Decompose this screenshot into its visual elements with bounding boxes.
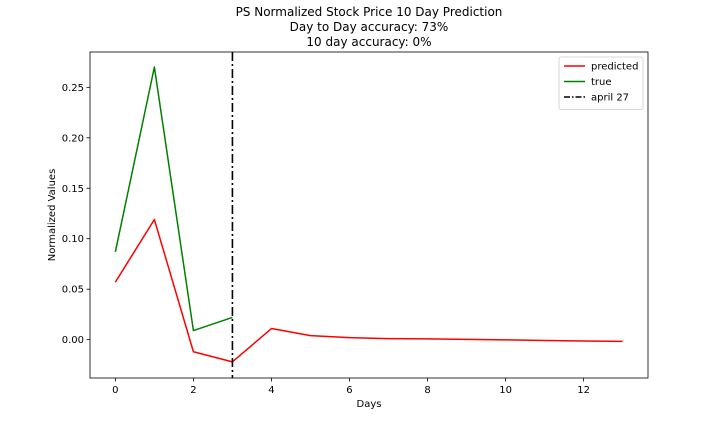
- x-tick-label: 8: [424, 385, 430, 396]
- legend-label-april-27: april 27: [591, 93, 629, 104]
- legend-label-predicted: predicted: [591, 62, 638, 73]
- y-tick-label: 0.20: [62, 133, 84, 144]
- legend: predicted true april 27: [558, 56, 644, 110]
- x-tick-label: 12: [577, 385, 590, 396]
- y-tick-label: 0.15: [62, 184, 84, 195]
- x-tick-label: 2: [190, 385, 196, 396]
- legend-label-true: true: [591, 77, 612, 88]
- y-tick-label: 0.05: [62, 285, 84, 296]
- chart-title-line-1: PS Normalized Stock Price 10 Day Predict…: [236, 5, 503, 19]
- series-line-true: [114, 66, 233, 332]
- plot-frame: [89, 51, 649, 379]
- chart-title-line-3: 10 day accuracy: 0%: [306, 35, 431, 49]
- x-tick-label: 10: [499, 385, 512, 396]
- x-axis-label: Days: [357, 399, 382, 410]
- plot-area: 0 2 4 6 8 10 12 0.00 0.05 0.10 0.15 0.20 0.25: [62, 51, 649, 396]
- chart-title: PS Normalized Stock Price 10 Day Predict…: [236, 5, 503, 49]
- y-tick-label: 0.25: [62, 83, 84, 94]
- chart-title-line-2: Day to Day accuracy: 73%: [290, 20, 449, 34]
- y-tick-label: 0.00: [62, 335, 84, 346]
- y-axis-label: Normalized Values: [47, 169, 58, 262]
- x-tick-label: 6: [346, 385, 352, 396]
- y-tick-label: 0.10: [62, 234, 84, 245]
- x-tick-label: 0: [112, 385, 118, 396]
- series-line-predicted: [114, 218, 623, 363]
- x-tick-label: 4: [268, 385, 274, 396]
